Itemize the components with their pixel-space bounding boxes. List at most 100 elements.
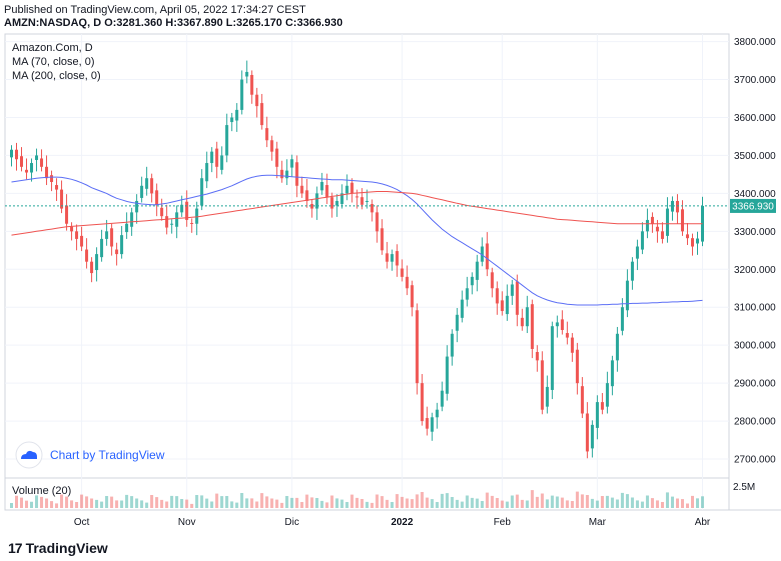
- candle-body: [330, 197, 334, 209]
- volume-bar: [215, 493, 219, 508]
- candle-body: [120, 235, 124, 255]
- candle-body: [535, 352, 539, 361]
- candle-body: [445, 356, 449, 394]
- candle-body: [85, 249, 89, 262]
- cloud-icon: [21, 450, 37, 459]
- volume-bar: [430, 499, 434, 508]
- candle-body: [290, 159, 294, 168]
- candle-body: [350, 182, 354, 194]
- price-tick-label: 3200.000: [734, 265, 776, 276]
- ma70-line: [11, 174, 703, 306]
- volume-bar: [520, 499, 524, 508]
- volume-bar: [25, 500, 29, 508]
- volume-bar: [685, 503, 689, 508]
- volume-bar: [560, 497, 564, 508]
- volume-bar: [30, 501, 34, 508]
- volume-bar: [320, 500, 324, 508]
- candle-body: [690, 238, 694, 247]
- candle-body: [485, 243, 489, 270]
- candle-body: [115, 249, 119, 255]
- candle-body: [40, 158, 44, 167]
- candle-body: [470, 276, 474, 286]
- volume-bar: [75, 502, 79, 508]
- candle-body: [585, 413, 589, 452]
- watermark-text: Chart by TradingView: [50, 448, 165, 462]
- volume-bar: [415, 494, 419, 508]
- volume-bar: [35, 495, 39, 508]
- volume-bar: [310, 497, 314, 508]
- volume-bar: [675, 498, 679, 508]
- volume-bar: [60, 494, 64, 508]
- volume-bar: [505, 501, 509, 508]
- volume-bar: [325, 502, 329, 508]
- volume-bar: [275, 499, 279, 508]
- volume-bar: [445, 493, 449, 508]
- time-tick-label: Feb: [494, 517, 512, 528]
- last-price-tag: 3366.930: [730, 198, 776, 213]
- volume-bar: [295, 497, 299, 508]
- volume-bar: [240, 493, 244, 508]
- volume-bar: [390, 502, 394, 508]
- volume-bar: [680, 499, 684, 508]
- volume-bar: [65, 496, 69, 508]
- price-tick-label: 3000.000: [734, 341, 776, 352]
- candles: [10, 60, 704, 459]
- volume-bar: [700, 496, 704, 508]
- candle-body: [200, 178, 204, 206]
- volume-bar: [160, 499, 164, 508]
- volume-bar: [670, 496, 674, 508]
- volume-bar: [650, 498, 654, 508]
- volume-bar: [270, 498, 274, 508]
- volume-bar: [655, 500, 659, 508]
- candle-body: [285, 170, 289, 179]
- volume-bar: [410, 499, 414, 508]
- volume-bar: [420, 492, 424, 508]
- candle-body: [425, 418, 429, 429]
- candle-body: [515, 281, 519, 315]
- tradingview-watermark[interactable]: Chart by TradingView: [15, 441, 165, 469]
- volume-bar: [90, 498, 94, 508]
- candle-body: [185, 201, 189, 220]
- legend-volume: Volume (20): [12, 485, 71, 497]
- candle-body: [675, 200, 679, 213]
- candle-body: [365, 200, 369, 202]
- volume-bar: [305, 494, 309, 508]
- candle-body: [135, 200, 139, 213]
- volume-bar: [210, 501, 214, 508]
- time-tick-label: Nov: [178, 517, 196, 528]
- candle-body: [450, 333, 454, 357]
- grid: [5, 34, 729, 510]
- candle-body: [605, 383, 609, 407]
- volume-bar: [545, 499, 549, 508]
- volume-bar: [345, 502, 349, 508]
- candle-body: [60, 189, 64, 209]
- candle-body: [100, 238, 104, 258]
- volume-bar: [315, 498, 319, 508]
- volume-bar: [635, 500, 639, 508]
- volume-bar: [120, 500, 124, 508]
- candle-body: [660, 231, 664, 239]
- candle-body: [10, 149, 14, 158]
- candle-body: [225, 125, 229, 156]
- volume-bar: [45, 498, 49, 508]
- candle-body: [465, 288, 469, 300]
- volume-bar: [690, 495, 694, 508]
- candle-body: [490, 272, 494, 289]
- volume-bar: [285, 496, 289, 508]
- candle-body: [505, 295, 509, 315]
- time-tick-label: Dic: [285, 517, 299, 528]
- legend-ma200: MA (200, close, 0): [12, 70, 101, 82]
- chart-frame: [4, 33, 730, 511]
- candle-body: [280, 169, 284, 179]
- candle-body: [525, 307, 529, 327]
- candle-body: [70, 226, 74, 232]
- volume-bar: [485, 492, 489, 508]
- volume-bar: [590, 498, 594, 508]
- candle-body: [435, 409, 439, 418]
- price-tick-label: 3100.000: [734, 303, 776, 314]
- volume-bar: [230, 501, 234, 508]
- volume-bar: [665, 492, 669, 508]
- volume-bar: [250, 498, 254, 508]
- candle-body: [315, 193, 319, 209]
